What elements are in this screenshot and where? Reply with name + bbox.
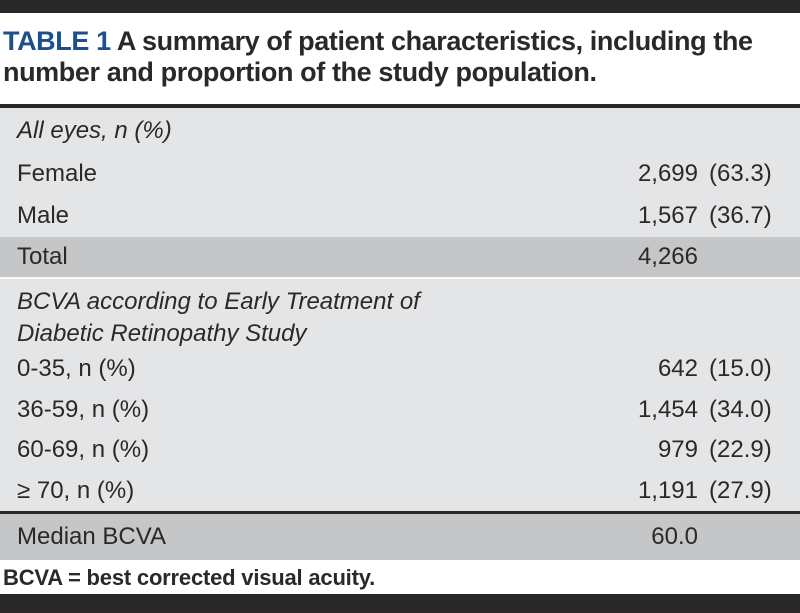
row-label: Female <box>17 160 98 187</box>
value-percent <box>698 243 775 271</box>
row-label: Median BCVA <box>17 523 166 550</box>
value-cell: 1,567 (36.7) <box>560 202 775 230</box>
section-bcva: BCVA according to Early Treatment of Dia… <box>0 279 800 511</box>
table-footnote: BCVA = best corrected visual acuity. <box>0 560 800 594</box>
row-label: ≥ 70, n (%) <box>17 476 135 504</box>
section-header-row: All eyes, n (%) <box>0 108 800 153</box>
value-cell: 1,191 (27.9) <box>560 477 775 505</box>
value-percent: (34.0) <box>709 395 772 423</box>
value-number: 1,191 <box>637 476 698 504</box>
row-label: Total <box>17 243 68 270</box>
value-percent: (27.9) <box>709 476 772 504</box>
row-separator <box>0 277 800 279</box>
row-label: 0-35, n (%) <box>17 355 136 383</box>
value-number: 4,266 <box>637 243 698 270</box>
value-cell: 642 (15.0) <box>560 355 775 383</box>
section-header-row: BCVA according to Early Treatment of Dia… <box>0 279 800 349</box>
table-top-rule <box>0 104 800 108</box>
value-number: 1,567 <box>637 202 698 229</box>
table-number-tag: TABLE 1 <box>3 26 111 56</box>
caption-line-1: A summary of patient characteristics, in… <box>116 26 753 56</box>
top-rule-bar <box>0 0 800 13</box>
value-number: 979 <box>657 436 698 464</box>
table-row: Female 2,699 (63.3) <box>0 153 800 195</box>
median-row: Median BCVA 60.0 <box>0 514 800 560</box>
value-number: 1,454 <box>637 395 698 423</box>
row-label: 60-69, n (%) <box>17 436 150 464</box>
value-cell: 4,266 <box>560 243 775 271</box>
row-label: Male <box>17 202 70 229</box>
value-percent: (22.9) <box>709 436 772 464</box>
section-header-line-2: Diabetic Retinopathy Study <box>17 320 307 347</box>
footnote-text: BCVA = best corrected visual acuity. <box>3 565 376 590</box>
total-row: Total 4,266 <box>0 237 800 277</box>
table-caption: TABLE 1 A summary of patient characteris… <box>0 13 800 104</box>
table-row: 60-69, n (%) 979 (22.9) <box>0 430 800 471</box>
section-header-label: All eyes, n (%) <box>17 116 172 144</box>
value-cell: 1,454 (34.0) <box>560 396 775 424</box>
bottom-rule-bar <box>0 594 800 613</box>
section-all-eyes: All eyes, n (%) Female 2,699 (63.3) Male … <box>0 108 800 237</box>
table-row: ≥ 70, n (%) 1,191 (27.9) <box>0 471 800 512</box>
value-percent <box>698 523 775 551</box>
value-percent: (63.3) <box>709 160 772 187</box>
value-cell: 2,699 (63.3) <box>560 160 775 188</box>
median-divider-rule <box>0 511 800 514</box>
value-percent: (36.7) <box>709 202 772 229</box>
table-row: 0-35, n (%) 642 (15.0) <box>0 349 800 390</box>
value-number: 60.0 <box>651 523 698 550</box>
section-header-line-1: BCVA according to Early Treatment of <box>17 288 420 315</box>
value-cell: 60.0 <box>560 523 775 551</box>
table-row: Male 1,567 (36.7) <box>0 195 800 237</box>
value-number: 642 <box>657 355 698 383</box>
caption-line-2: number and proportion of the study popul… <box>3 57 597 87</box>
value-cell: 979 (22.9) <box>560 436 775 464</box>
value-percent: (15.0) <box>709 355 772 383</box>
row-label: 36-59, n (%) <box>17 395 150 423</box>
table-row: 36-59, n (%) 1,454 (34.0) <box>0 390 800 431</box>
value-number: 2,699 <box>637 160 698 187</box>
